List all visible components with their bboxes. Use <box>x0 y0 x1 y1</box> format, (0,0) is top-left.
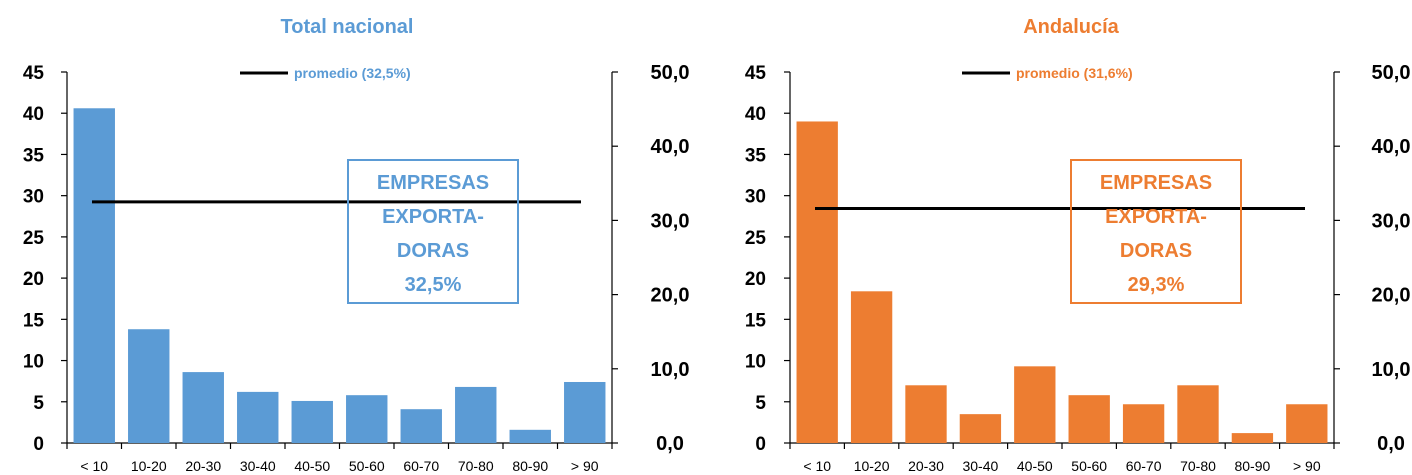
y-tick-label: 30 <box>745 187 766 208</box>
bar <box>959 414 1002 443</box>
y-tick-label: 45 <box>23 63 45 84</box>
y2-tick-label: 40,0 <box>1372 136 1411 158</box>
x-tick-label: 70-80 <box>1180 458 1216 474</box>
bar <box>509 429 551 443</box>
annotation-box <box>347 159 519 304</box>
bar <box>1014 366 1056 443</box>
x-tick-label: 30-40 <box>240 458 276 474</box>
annotation-text: EMPRESAS <box>1100 172 1212 194</box>
annotation-text: 32,5% <box>405 274 462 296</box>
y-tick-label: 40 <box>745 104 766 125</box>
y2-tick-label: 0,0 <box>1377 433 1405 455</box>
chart-title: Total nacional <box>281 16 414 38</box>
y-tick-label: 45 <box>745 63 767 84</box>
x-tick-label: 50-60 <box>349 458 385 474</box>
bar <box>1231 433 1274 443</box>
x-tick-label: 80-90 <box>512 458 548 474</box>
x-tick-label: 30-40 <box>962 458 998 474</box>
y-tick-label: 15 <box>23 310 45 331</box>
bar <box>905 385 947 443</box>
x-tick-label: 60-70 <box>1126 458 1162 474</box>
annotation-box <box>1070 159 1242 304</box>
y-tick-label: 0 <box>755 434 766 455</box>
bar <box>346 395 388 443</box>
y2-tick-label: 20,0 <box>1372 285 1411 307</box>
bar <box>182 372 224 443</box>
x-tick-label: > 90 <box>571 458 599 474</box>
x-tick-label: 40-50 <box>1017 458 1053 474</box>
x-tick-label: 40-50 <box>294 458 330 474</box>
legend-label: promedio (32,5%) <box>294 65 411 81</box>
y-tick-label: 5 <box>33 393 44 414</box>
legend-label: promedio (31,6%) <box>1016 65 1133 81</box>
bar <box>564 381 606 443</box>
annotation-text: EXPORTA- <box>382 206 484 228</box>
x-tick-label: 10-20 <box>131 458 167 474</box>
y-tick-label: 10 <box>23 352 44 373</box>
annotation-text: DORAS <box>397 240 469 262</box>
annotation-text: EXPORTA- <box>1105 206 1207 228</box>
x-tick-label: < 10 <box>80 458 108 474</box>
y-tick-label: 20 <box>23 269 44 290</box>
y2-tick-label: 20,0 <box>651 285 690 307</box>
x-tick-label: < 10 <box>803 458 831 474</box>
y2-tick-label: 0,0 <box>656 433 684 455</box>
bar <box>1122 404 1165 443</box>
x-tick-label: 20-30 <box>185 458 221 474</box>
y-tick-label: 35 <box>23 145 45 166</box>
bar <box>1286 404 1328 443</box>
chart-panel-1: Total nacional 0 5 10 15 20 25 30 35 40 45 0,0 10,0 2… <box>23 16 690 474</box>
annotation-text: 29,3% <box>1128 274 1185 296</box>
x-tick-label: 60-70 <box>403 458 439 474</box>
annotation-text: EMPRESAS <box>377 172 489 194</box>
y2-tick-label: 30,0 <box>1372 210 1411 232</box>
bar <box>128 329 170 443</box>
x-tick-label: > 90 <box>1293 458 1321 474</box>
y-tick-label: 0 <box>33 434 44 455</box>
bar <box>237 391 279 443</box>
y2-tick-label: 30,0 <box>651 210 690 232</box>
bar <box>400 409 442 443</box>
bar <box>850 291 893 443</box>
y2-tick-label: 40,0 <box>651 136 690 158</box>
chart-title: Andalucía <box>1023 16 1119 38</box>
y2-tick-label: 50,0 <box>651 62 690 84</box>
x-tick-label: 20-30 <box>908 458 944 474</box>
annotation-text: DORAS <box>1120 240 1192 262</box>
y2-tick-label: 10,0 <box>651 359 690 381</box>
y-tick-label: 5 <box>755 393 766 414</box>
chart-panel-2: Andalucía 0 5 10 15 20 25 30 35 40 45 0,0 10,0 20,0 30… <box>745 16 1411 474</box>
y-tick-label: 10 <box>745 352 766 373</box>
x-tick-label: 80-90 <box>1234 458 1270 474</box>
bar <box>291 400 333 443</box>
y-tick-label: 20 <box>745 269 766 290</box>
bar <box>73 108 115 443</box>
bar <box>1068 395 1110 443</box>
y2-tick-label: 10,0 <box>1372 359 1411 381</box>
y-tick-label: 15 <box>745 310 767 331</box>
y-tick-label: 30 <box>23 187 44 208</box>
bar <box>455 386 497 443</box>
x-tick-label: 10-20 <box>854 458 890 474</box>
x-tick-label: 70-80 <box>458 458 494 474</box>
bar <box>796 121 838 443</box>
y-tick-label: 25 <box>745 228 767 249</box>
y-tick-label: 40 <box>23 104 44 125</box>
y-tick-label: 25 <box>23 228 45 249</box>
x-tick-label: 50-60 <box>1071 458 1107 474</box>
y-tick-label: 35 <box>745 145 767 166</box>
y2-tick-label: 50,0 <box>1372 62 1411 84</box>
bar <box>1177 385 1219 443</box>
